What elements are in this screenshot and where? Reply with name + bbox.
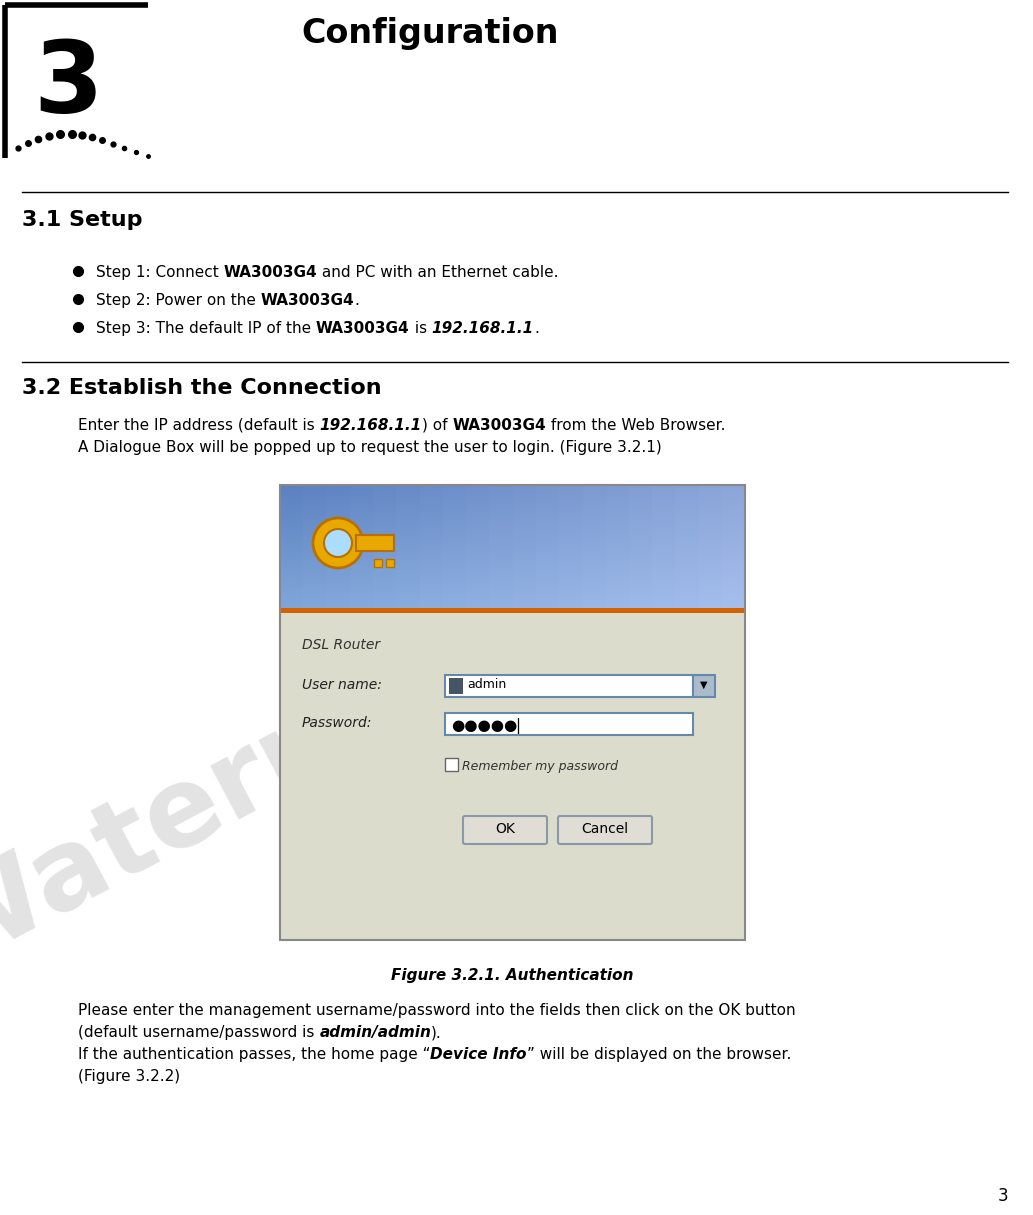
Text: (default username/password is: (default username/password is [79,1025,319,1040]
Text: ).: ). [431,1025,442,1040]
Text: is: is [410,321,432,337]
Text: WA3003G4: WA3003G4 [223,265,317,279]
Text: from the Web Browser.: from the Web Browser. [545,418,725,433]
Bar [445,758,458,772]
Text: WA3003G4: WA3003G4 [260,293,354,307]
Text: .: . [354,293,359,307]
Text: 192.168.1.1: 192.168.1.1 [319,418,421,433]
Text: OK: OK [495,823,514,836]
Text: WA3003G4: WA3003G4 [452,418,545,433]
Bar [374,559,382,567]
Bar [280,610,745,940]
Bar [356,535,394,550]
Text: ” will be displayed on the browser.: ” will be displayed on the browser. [527,1047,791,1062]
Text: admin: admin [467,678,506,691]
Text: 3: 3 [33,36,103,134]
FancyBboxPatch shape [463,816,547,844]
Bar [693,676,715,697]
Text: Device Info: Device Info [431,1047,527,1062]
Text: Enter the IP address (default is: Enter the IP address (default is [79,418,319,433]
Text: WA3003G4: WA3003G4 [316,321,410,337]
Text: A Dialogue Box will be popped up to request the user to login. (Figure 3.2.1): A Dialogue Box will be popped up to requ… [79,440,662,454]
Bar [445,713,693,735]
Circle shape [313,518,363,567]
Text: DSL Router: DSL Router [302,638,380,652]
Text: Step 1: Connect: Step 1: Connect [96,265,223,279]
Bar [280,485,745,940]
Text: 192.168.1.1: 192.168.1.1 [432,321,534,337]
Text: Configuration: Configuration [302,17,559,50]
Text: User name:: User name: [302,678,382,693]
Text: If the authentication passes, the home page “: If the authentication passes, the home p… [79,1047,431,1062]
Text: 3.2 Establish the Connection: 3.2 Establish the Connection [22,378,381,399]
Text: admin/admin: admin/admin [319,1025,431,1040]
Text: Password:: Password: [302,716,372,730]
Text: Cancel: Cancel [582,823,628,836]
Bar [449,678,463,694]
Text: |: | [515,718,521,734]
FancyBboxPatch shape [558,816,652,844]
Circle shape [324,529,352,556]
Text: Remember my password: Remember my password [462,761,618,773]
Text: Please enter the management username/password into the fields then click on the : Please enter the management username/pas… [79,1004,795,1018]
Text: and PC with an Ethernet cable.: and PC with an Ethernet cable. [317,265,559,279]
Text: 3.1 Setup: 3.1 Setup [22,210,143,230]
Text: Figure 3.2.1. Authentication: Figure 3.2.1. Authentication [392,968,634,983]
Bar [280,608,745,614]
Text: .: . [534,321,539,337]
Text: Step 2: Power on the: Step 2: Power on the [96,293,260,307]
Text: Watermark: Watermark [0,572,572,993]
Text: Step 3: The default IP of the: Step 3: The default IP of the [96,321,316,337]
Bar [445,676,693,697]
Text: ●●●●●: ●●●●● [451,718,518,733]
Text: (Figure 3.2.2): (Figure 3.2.2) [79,1069,180,1084]
Bar [386,559,394,567]
Text: ▼: ▼ [700,680,708,690]
Text: 3: 3 [998,1187,1008,1205]
Text: ) of: ) of [421,418,452,433]
